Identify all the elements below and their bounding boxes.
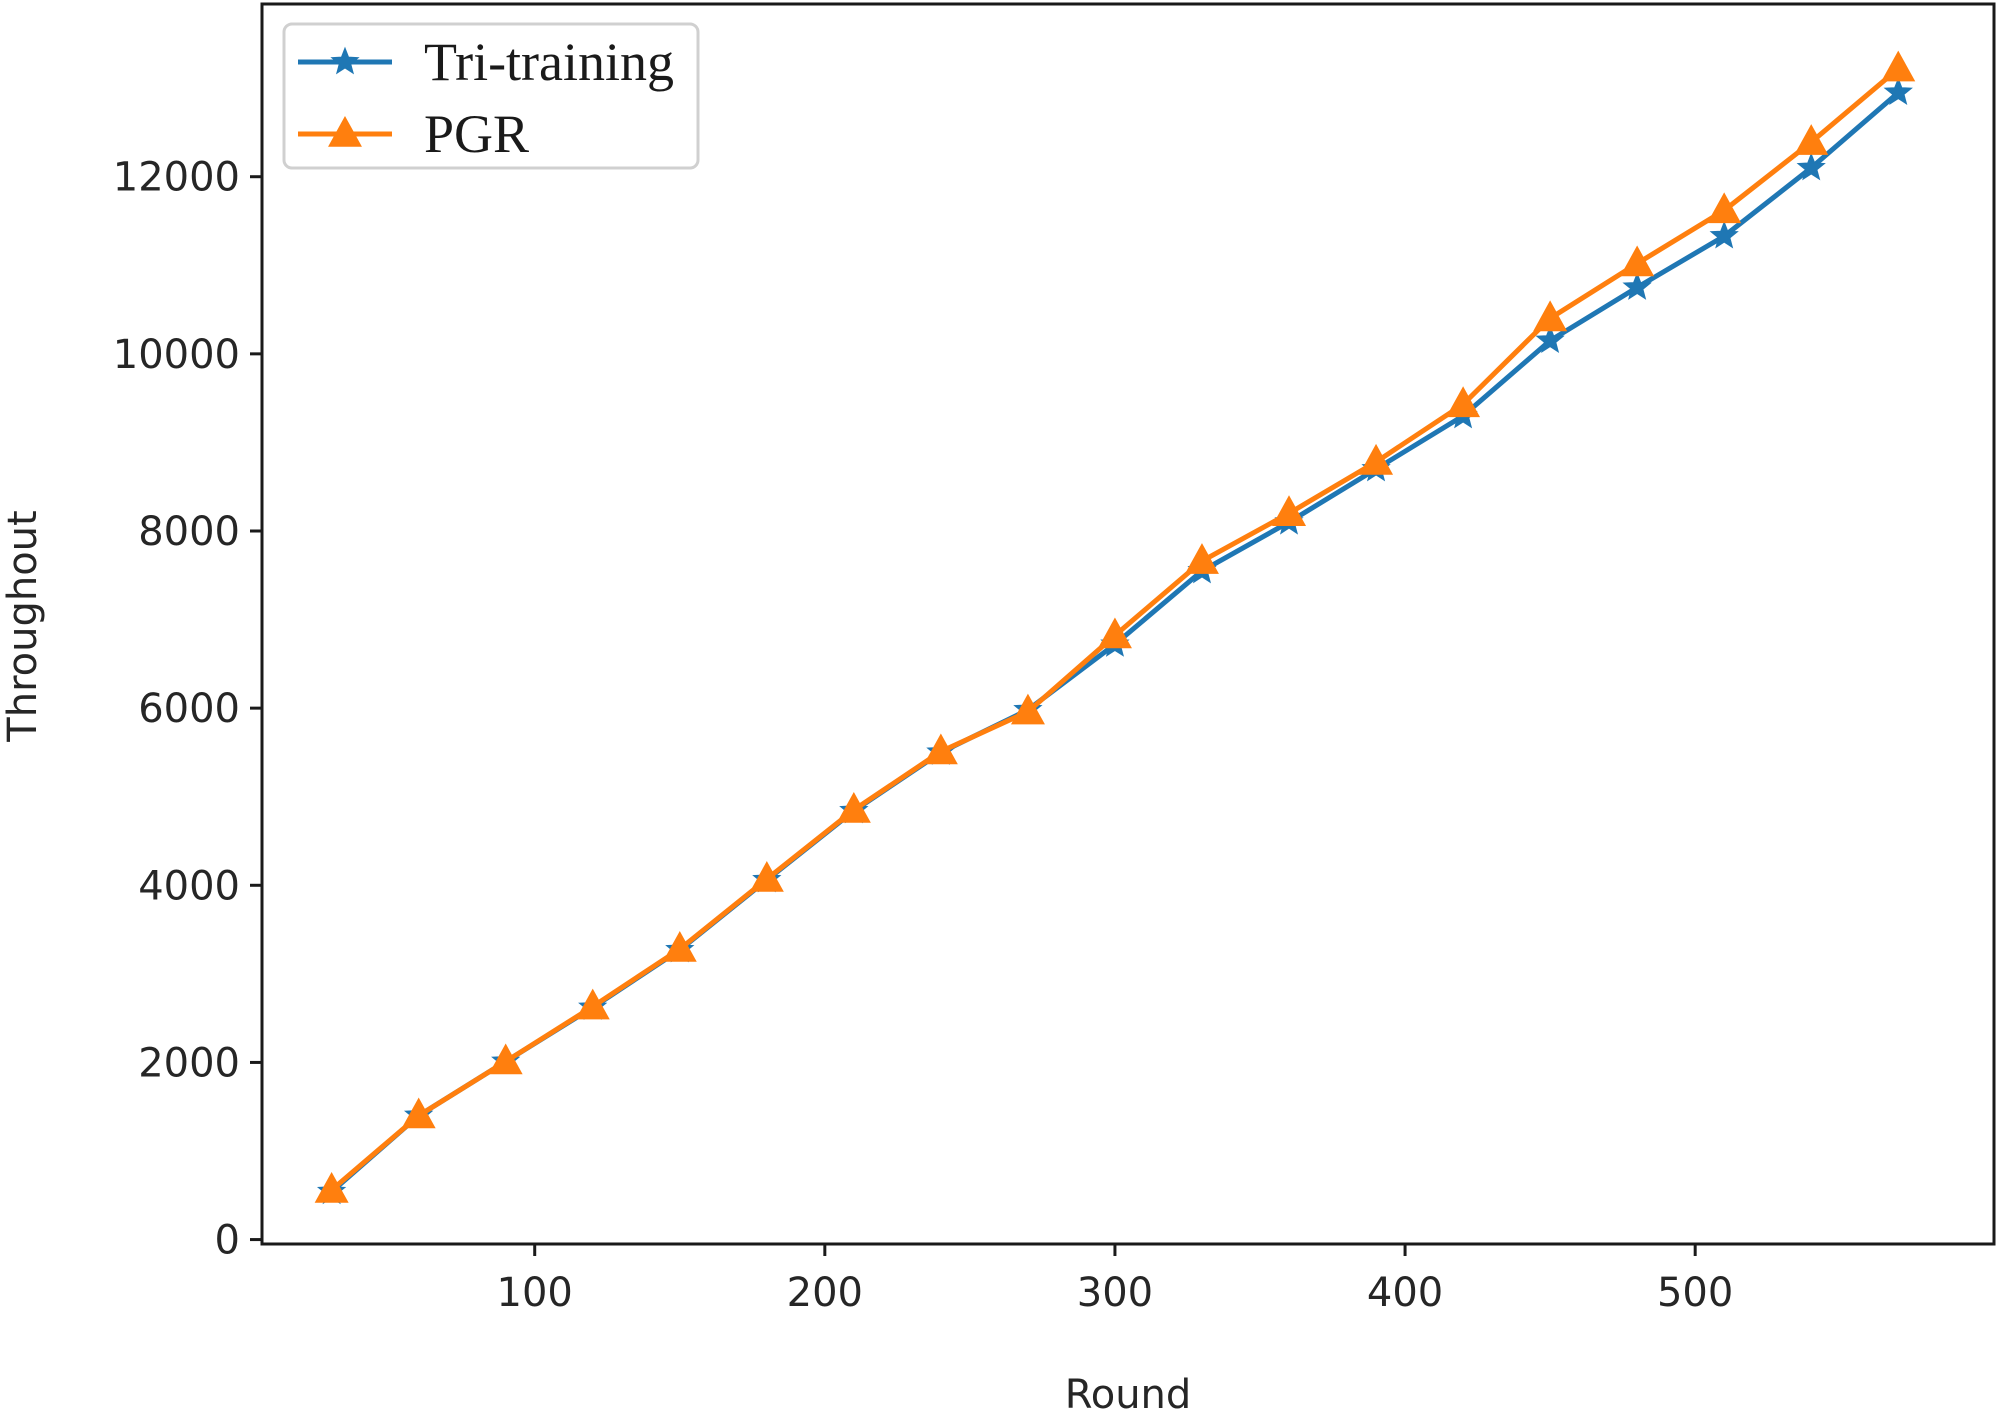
data-point-pgr — [488, 1043, 523, 1075]
y-tick-label: 8000 — [138, 509, 240, 555]
data-point-pgr — [575, 988, 610, 1020]
data-point-pgr — [1359, 443, 1394, 475]
y-tick-label: 2000 — [138, 1040, 240, 1086]
data-point-pgr — [1272, 495, 1307, 526]
legend: Tri-training PGR — [282, 22, 700, 170]
data-point-pgr — [1097, 617, 1132, 649]
data-point-tri-training — [1535, 325, 1565, 354]
data-point-pgr — [1184, 543, 1219, 574]
legend-label-pgr: PGR — [424, 104, 529, 164]
data-point-tri-training — [1622, 272, 1652, 300]
data-point-tri-training — [1796, 152, 1826, 181]
series-pgr — [314, 50, 1916, 1203]
data-point-pgr — [1620, 245, 1655, 277]
data-point-pgr — [836, 791, 871, 823]
legend-label-tri-training: Tri-training — [424, 32, 674, 92]
plot-area-frame — [260, 2, 1996, 1246]
y-tick-label: 10000 — [113, 332, 240, 378]
legend-marker-pgr — [328, 115, 362, 147]
data-point-pgr — [1881, 50, 1916, 82]
data-point-pgr — [1446, 386, 1481, 418]
data-point-tri-training — [1883, 77, 1913, 106]
data-point-pgr — [923, 733, 958, 765]
data-point-pgr — [1794, 124, 1829, 155]
y-tick-label: 0 — [215, 1218, 240, 1264]
y-tick-label: 6000 — [138, 686, 240, 732]
y-axis-label: Throughout — [0, 510, 46, 742]
axis-ticks: 0 2000 4000 6000 8000 10000 12000 100 200 300 400 5… — [113, 155, 1734, 1316]
data-point-pgr — [1533, 300, 1568, 332]
x-axis-label: Round — [1065, 1372, 1192, 1416]
x-tick-label: 100 — [497, 1270, 573, 1316]
data-point-pgr — [1010, 693, 1045, 725]
data-point-tri-training — [1709, 220, 1739, 249]
x-tick-label: 300 — [1077, 1270, 1153, 1316]
legend-marker-tri-training — [330, 46, 360, 75]
data-point-pgr — [749, 861, 784, 892]
data-point-pgr — [314, 1171, 349, 1203]
x-tick-label: 500 — [1657, 1270, 1733, 1316]
y-tick-label: 12000 — [113, 155, 240, 201]
x-tick-label: 400 — [1367, 1270, 1443, 1316]
data-point-pgr — [662, 931, 697, 962]
series-layer — [314, 50, 1916, 1205]
data-point-pgr — [1707, 192, 1742, 224]
y-tick-label: 4000 — [138, 863, 240, 909]
data-point-pgr — [401, 1097, 436, 1129]
x-tick-label: 200 — [787, 1270, 863, 1316]
